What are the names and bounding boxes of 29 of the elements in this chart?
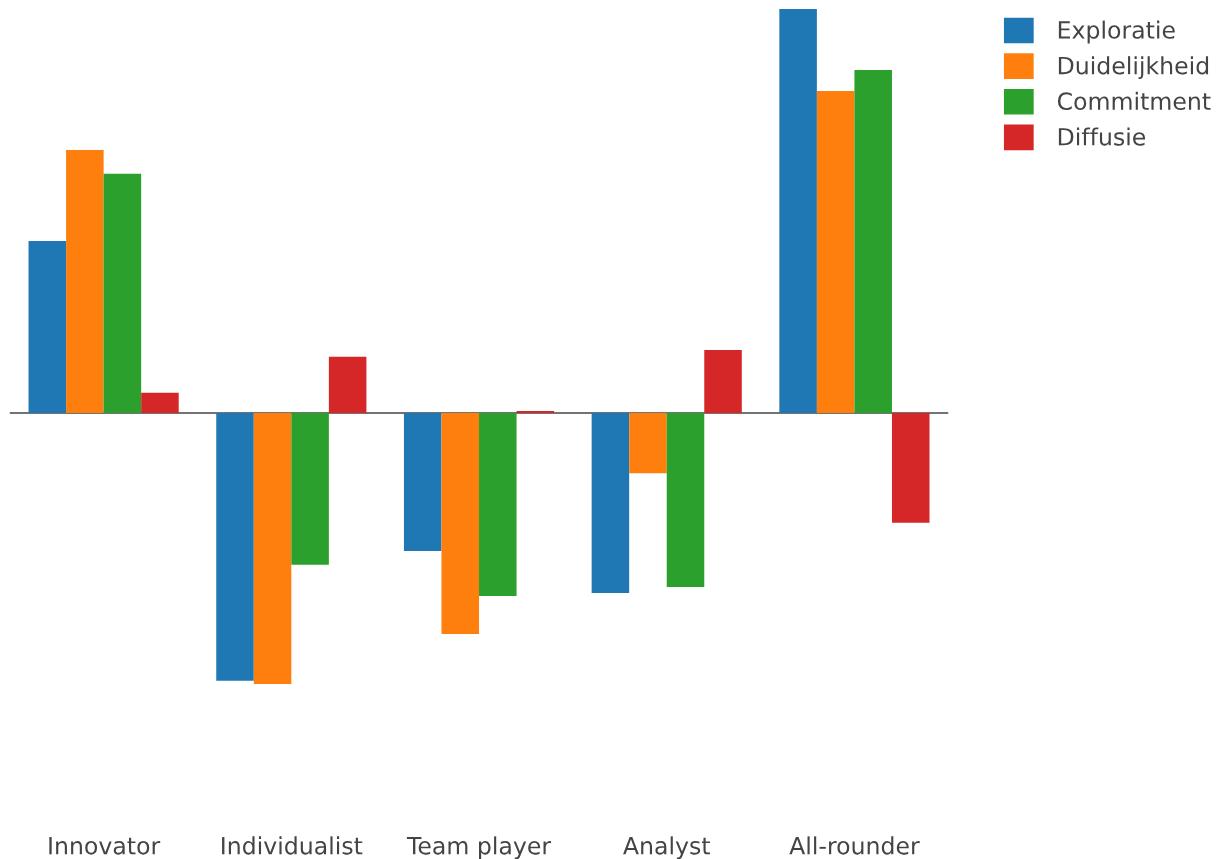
bar bbox=[441, 412, 480, 634]
bar bbox=[591, 412, 630, 594]
bar bbox=[854, 70, 892, 413]
legend-label: Duidelijkheid bbox=[1058, 56, 1209, 80]
bar bbox=[291, 412, 329, 565]
legend-label: Exploratie bbox=[1058, 20, 1175, 44]
legend-label: Diffusie bbox=[1058, 127, 1146, 146]
bar bbox=[216, 412, 254, 681]
x-tick-label: Individualist bbox=[222, 836, 363, 855]
bar bbox=[891, 412, 930, 523]
bar bbox=[141, 392, 179, 413]
bar bbox=[103, 173, 142, 413]
bar bbox=[66, 150, 104, 413]
x-tick-label: Analyst bbox=[623, 836, 710, 859]
x-tick-label: Innovator bbox=[49, 837, 161, 855]
bar bbox=[403, 412, 442, 552]
legend-label: Commitment bbox=[1057, 91, 1211, 111]
bar bbox=[28, 240, 67, 413]
bar bbox=[704, 349, 742, 413]
x-tick-label: All-rounder bbox=[789, 836, 920, 855]
bar bbox=[629, 412, 667, 474]
x-tick-label: Team player bbox=[406, 836, 552, 859]
bar bbox=[779, 9, 817, 413]
bar bbox=[516, 410, 555, 413]
bar bbox=[253, 412, 292, 685]
bar bbox=[666, 412, 705, 588]
bar bbox=[328, 356, 367, 413]
bar bbox=[479, 412, 517, 596]
bar bbox=[816, 91, 855, 413]
